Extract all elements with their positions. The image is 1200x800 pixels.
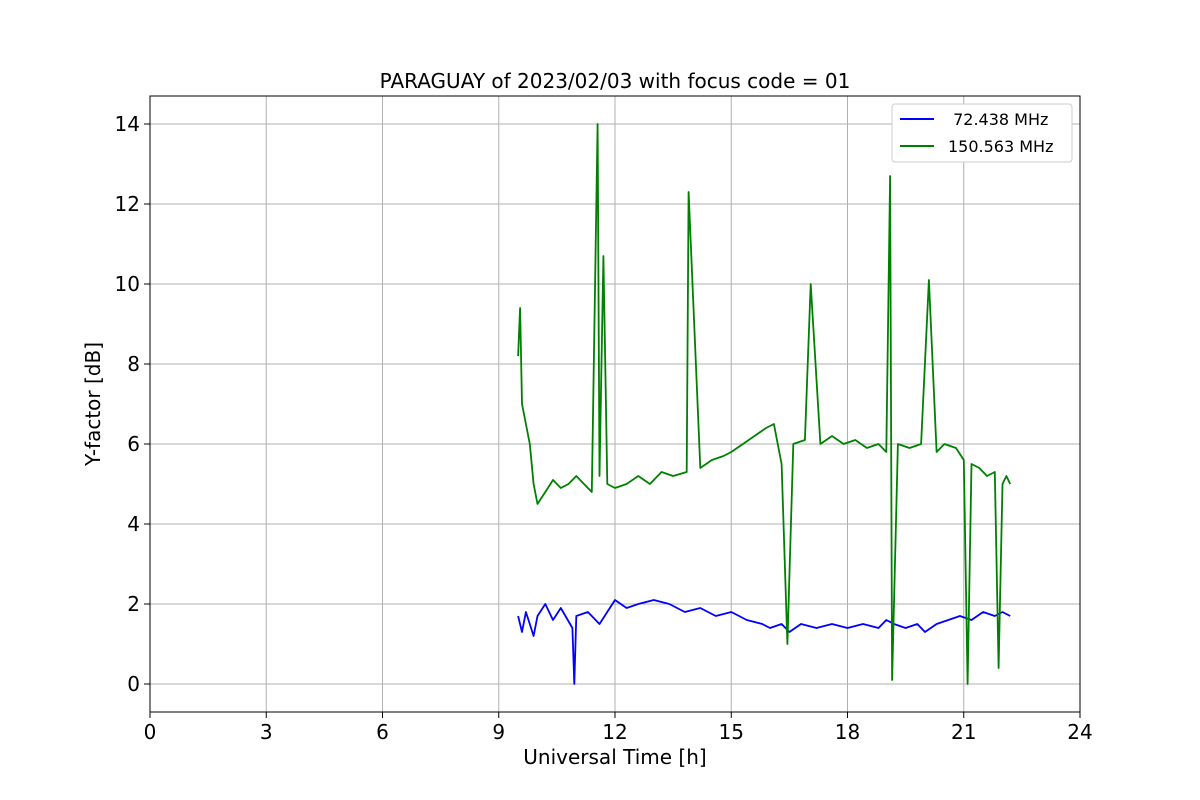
legend: 72.438 MHz 150.563 MHz [891, 103, 1073, 163]
chart-title: PARAGUAY of 2023/02/03 with focus code =… [380, 69, 851, 93]
series-line-1 [517, 599, 1011, 685]
x-tick-label: 21 [951, 720, 976, 744]
x-tick-label: 18 [835, 720, 860, 744]
series-line-2 [517, 123, 1012, 685]
y-tick-label: 0 [127, 672, 140, 696]
y-axis-label: Y-factor [dB] [81, 342, 105, 467]
x-axis-label: Universal Time [h] [523, 745, 706, 769]
legend-box [891, 103, 1073, 163]
y-tick-label: 14 [115, 112, 140, 136]
x-tick-label: 24 [1067, 720, 1092, 744]
legend-label-2: 150.563 MHz [948, 137, 1053, 156]
y-tick-label: 8 [127, 352, 140, 376]
y-tick-label: 12 [115, 192, 140, 216]
y-tick-label: 10 [115, 272, 140, 296]
y-tick-label: 2 [127, 592, 140, 616]
x-tick-label: 3 [260, 720, 273, 744]
x-tick-label: 15 [719, 720, 744, 744]
x-tick-label: 12 [602, 720, 627, 744]
legend-label-1: 72.438 MHz [948, 110, 1048, 129]
x-tick-label: 9 [492, 720, 505, 744]
x-tick-label: 0 [144, 720, 157, 744]
y-tick-label: 4 [127, 512, 140, 536]
x-tick-label: 6 [376, 720, 389, 744]
series-layer [517, 123, 1012, 685]
y-tick-label: 6 [127, 432, 140, 456]
